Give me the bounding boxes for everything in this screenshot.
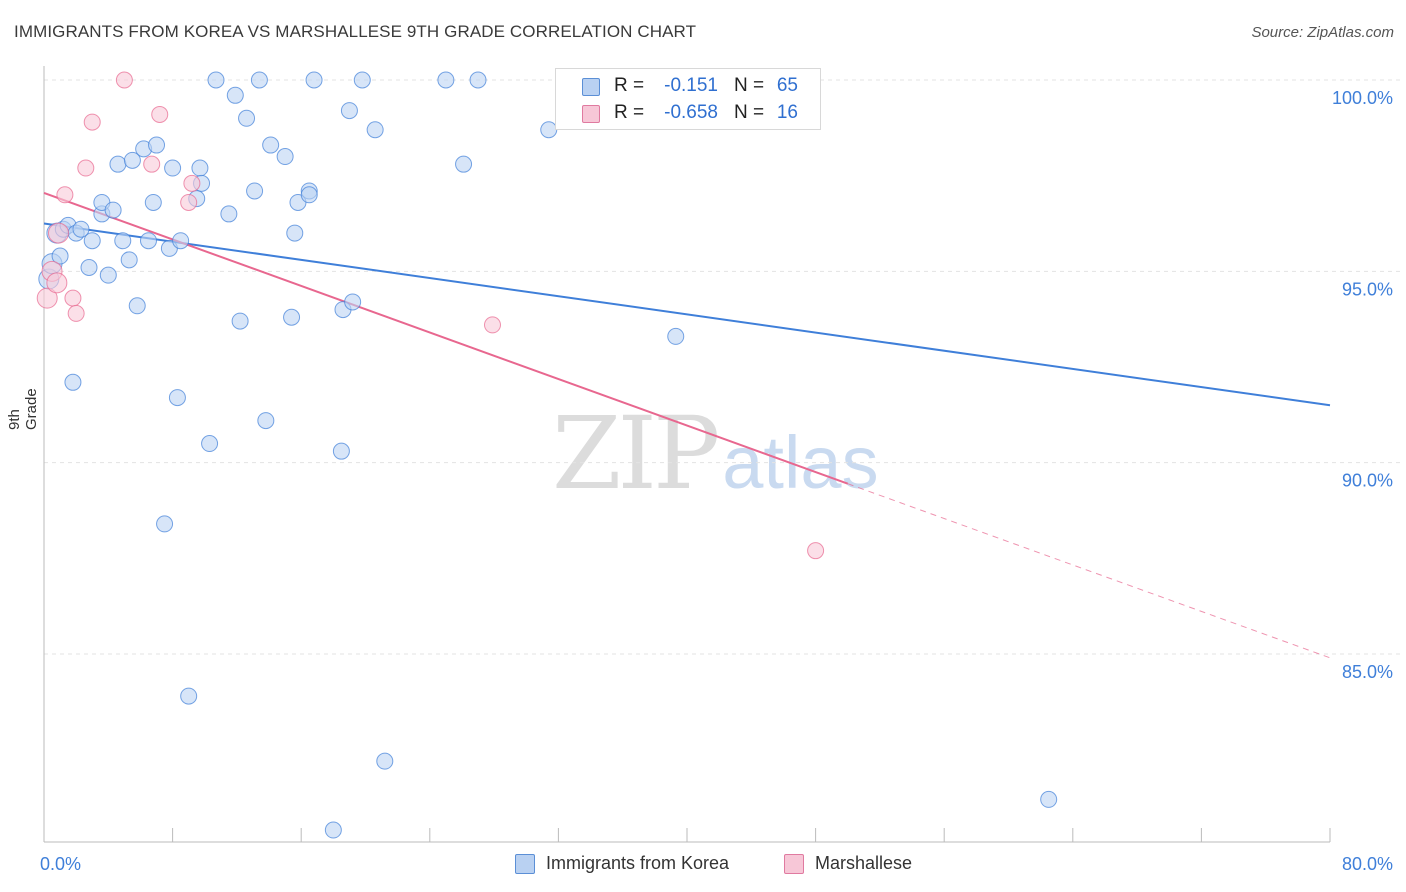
point-marshallese: [151, 105, 169, 123]
point-korea: [437, 71, 455, 89]
trendline-marshallese-extension: [847, 483, 1331, 659]
point-korea: [64, 373, 82, 391]
point-marshallese: [47, 222, 69, 244]
point-korea: [123, 151, 141, 169]
point-korea: [128, 297, 146, 315]
point-korea: [455, 155, 473, 173]
axis-layer: [43, 66, 1331, 843]
point-korea: [231, 312, 249, 330]
point-marshallese: [807, 542, 825, 560]
point-marshallese: [483, 316, 501, 334]
point-korea: [1040, 790, 1058, 808]
point-korea: [667, 327, 685, 345]
point-korea: [324, 821, 342, 839]
y-tick-label: 90.0%: [1342, 471, 1393, 491]
point-korea: [156, 515, 174, 533]
point-layer: [36, 71, 1058, 839]
point-korea: [276, 148, 294, 166]
point-korea: [164, 159, 182, 177]
point-korea: [83, 232, 101, 250]
point-korea: [99, 266, 117, 284]
point-korea: [51, 247, 69, 265]
point-korea: [80, 259, 98, 277]
point-marshallese: [115, 71, 133, 89]
x-tick-label: 80.0%: [1342, 854, 1393, 874]
point-korea: [250, 71, 268, 89]
point-korea: [180, 687, 198, 705]
point-korea: [201, 435, 219, 453]
grid-layer: [44, 79, 1400, 655]
point-marshallese: [46, 272, 68, 294]
point-korea: [300, 186, 318, 204]
series-label-marshallese: Marshallese: [815, 853, 913, 873]
point-marshallese: [67, 304, 85, 322]
y-tick-label: 85.0%: [1342, 662, 1393, 682]
series-swatch-korea: [515, 854, 535, 874]
point-korea: [257, 412, 275, 430]
point-korea: [262, 136, 280, 154]
point-marshallese: [143, 155, 161, 173]
legend-n-label: N =: [734, 102, 765, 123]
point-korea: [283, 308, 301, 326]
point-korea: [366, 121, 384, 139]
point-korea: [332, 442, 350, 460]
point-marshallese: [56, 186, 74, 204]
legend-n-value-korea: 65: [776, 75, 798, 96]
y-tick-label: 100.0%: [1332, 88, 1393, 108]
point-marshallese: [64, 289, 82, 307]
legend-r-value-korea: -0.151: [664, 75, 718, 96]
point-korea: [144, 193, 162, 211]
point-korea: [148, 136, 166, 154]
legend-r-value-marshallese: -0.658: [664, 102, 718, 123]
point-korea: [172, 232, 190, 250]
trendline-korea: [43, 222, 1331, 407]
point-korea: [220, 205, 238, 223]
point-korea: [353, 71, 371, 89]
source-credit: Source: ZipAtlas.com: [1251, 24, 1394, 41]
point-korea: [191, 159, 209, 177]
point-korea: [344, 293, 362, 311]
point-korea: [238, 109, 256, 127]
point-korea: [376, 752, 394, 770]
point-korea: [109, 155, 127, 173]
legend-row-korea: R = -0.151 N = 65: [556, 73, 820, 101]
point-korea: [72, 220, 90, 238]
point-korea: [114, 232, 132, 250]
legend-n-value-marshallese: 16: [776, 102, 798, 123]
legend-row-marshallese: R = -0.658 N = 16: [556, 100, 820, 128]
x-tick-label: 0.0%: [40, 854, 81, 874]
point-korea: [226, 86, 244, 104]
point-korea: [120, 251, 138, 269]
point-marshallese: [180, 193, 198, 211]
point-korea: [104, 201, 122, 219]
point-korea: [246, 182, 264, 200]
point-korea: [469, 71, 487, 89]
point-marshallese: [83, 113, 101, 131]
point-marshallese: [77, 159, 95, 177]
legend-swatch-korea: [582, 78, 600, 96]
series-swatch-marshallese: [784, 854, 804, 874]
point-korea: [340, 102, 358, 120]
legend-n-label: N =: [734, 75, 765, 96]
chart-title: IMMIGRANTS FROM KOREA VS MARSHALLESE 9TH…: [14, 22, 697, 41]
trendline-marshallese: [43, 191, 849, 485]
legend-r-label: R =: [614, 75, 645, 96]
point-korea: [305, 71, 323, 89]
point-korea: [286, 224, 304, 242]
point-korea: [207, 71, 225, 89]
point-marshallese: [183, 174, 201, 192]
point-marshallese: [36, 287, 58, 309]
point-korea: [139, 232, 157, 250]
y-tick-label: 95.0%: [1342, 279, 1393, 299]
correlation-legend: R = -0.151 N = 65 R = -0.658 N = 16: [555, 68, 821, 130]
point-korea: [168, 389, 186, 407]
legend-r-label: R =: [614, 102, 645, 123]
series-label-korea: Immigrants from Korea: [546, 853, 730, 873]
label-layer: 100.0% 95.0% 90.0% 85.0% 0.0% 80.0%: [40, 88, 1393, 874]
trend-layer: [43, 191, 1331, 659]
legend-swatch-marshallese: [582, 105, 600, 123]
y-axis-label: 9th Grade: [6, 388, 40, 430]
